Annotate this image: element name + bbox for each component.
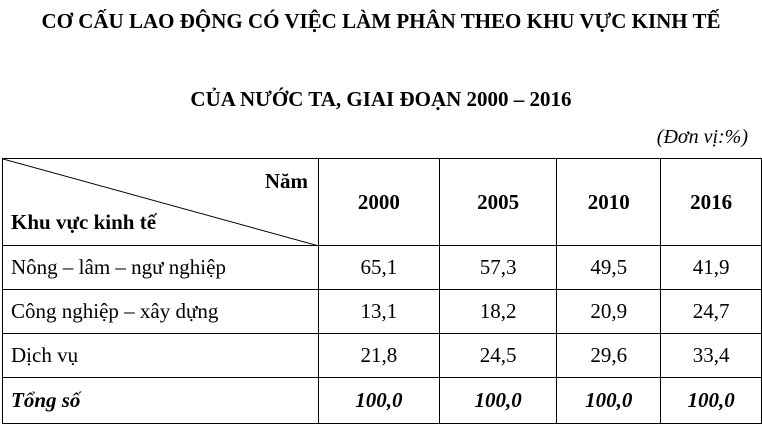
corner-diagonal xyxy=(3,159,319,246)
value-cell: 65,1 xyxy=(318,245,440,290)
data-table: Năm Khu vực kinh tế 2000 2005 2010 2016 Nôn… xyxy=(2,158,762,424)
sector-name: Nông – lâm – ngư nghiệp xyxy=(2,245,319,290)
corner-bottom: Khu vực kinh tế xyxy=(11,210,157,234)
value-cell: 20,9 xyxy=(556,289,662,334)
table-row: Tổng số 100,0 100,0 100,0 100,0 xyxy=(2,377,762,424)
year-header: 2005 xyxy=(438,158,558,246)
value-cell: 24,5 xyxy=(438,333,558,378)
sector-name: Công nghiệp – xây dựng xyxy=(2,289,319,334)
value-cell: 24,7 xyxy=(660,289,762,334)
title-line: CỦA NƯỚC TA, GIAI ĐOẠN 2000 – 2016 xyxy=(190,87,572,111)
value-cell: 29,6 xyxy=(556,333,662,378)
header-row: Năm Khu vực kinh tế 2000 2005 2010 2016 xyxy=(2,158,762,246)
unit-note: (Đơn vị:%) xyxy=(656,126,748,148)
value-cell: 57,3 xyxy=(438,245,558,290)
table-row: Dịch vụ 21,8 24,5 29,6 33,4 xyxy=(2,333,762,378)
year-header: 2010 xyxy=(556,158,662,246)
value-cell: 100,0 xyxy=(660,377,762,424)
value-cell: 18,2 xyxy=(438,289,558,334)
title-line: CƠ CẤU LAO ĐỘNG CÓ VIỆC LÀM PHÂN THEO KH… xyxy=(41,9,721,33)
value-cell: 100,0 xyxy=(556,377,662,424)
sector-name: Dịch vụ xyxy=(2,333,319,378)
value-cell: 100,0 xyxy=(438,377,558,424)
value-cell: 21,8 xyxy=(318,333,440,378)
value-cell: 49,5 xyxy=(556,245,662,290)
value-cell: 33,4 xyxy=(660,333,762,378)
year-header: 2016 xyxy=(660,158,762,246)
sector-name: Tổng số xyxy=(2,377,319,424)
year-header: 2000 xyxy=(318,158,440,246)
value-cell: 41,9 xyxy=(660,245,762,290)
value-cell: 100,0 xyxy=(318,377,440,424)
table-row: Nông – lâm – ngư nghiệp 65,1 57,3 49,5 41,9 xyxy=(2,245,762,290)
table-row: Công nghiệp – xây dựng 13,1 18,2 20,9 24,7 xyxy=(2,289,762,334)
value-cell: 13,1 xyxy=(318,289,440,334)
corner-top: Năm xyxy=(264,169,308,193)
corner-cell: Năm Khu vực kinh tế xyxy=(2,158,319,246)
